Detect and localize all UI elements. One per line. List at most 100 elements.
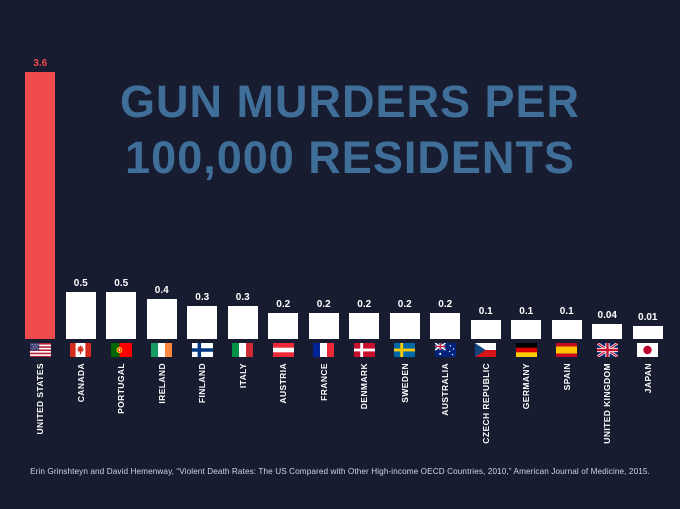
bar-column-spain: 0.1 SPAIN — [547, 54, 588, 444]
bar-stack: 0.04 — [592, 54, 623, 339]
australia-flag-icon — [434, 343, 456, 357]
bar-value-label: 0.1 — [478, 306, 493, 317]
japan-flag-icon — [637, 343, 659, 357]
bar — [227, 306, 258, 339]
bar-column-germany: 0.1 GERMANY — [506, 54, 547, 444]
bar-column-ireland: 0.4 IRELAND — [142, 54, 183, 444]
bar — [511, 320, 542, 339]
bar-stack: 0.01 — [632, 54, 663, 339]
bar — [349, 313, 380, 339]
austria-flag-icon — [272, 343, 294, 357]
bar-value-label: 0.04 — [597, 310, 617, 321]
bar-stack: 0.2 — [430, 54, 461, 339]
bar-stack: 0.1 — [470, 54, 501, 339]
bar-stack: 0.2 — [389, 54, 420, 339]
bar — [551, 320, 582, 339]
country-label: JAPAN — [642, 363, 653, 394]
chart-title-line1: GUN MURDERS PER — [119, 76, 581, 127]
bar — [25, 72, 56, 339]
bar-stack: 0.5 — [65, 54, 96, 339]
chart-title: GUN MURDERS PER 100,000 RESIDENTS — [105, 74, 595, 186]
bar-value-label: 0.1 — [559, 306, 574, 317]
us-flag-icon — [29, 343, 51, 357]
finland-flag-icon — [191, 343, 213, 357]
bar-stack: 0.4 — [146, 54, 177, 339]
country-label: FRANCE — [318, 363, 329, 401]
bar-stack: 0.3 — [227, 54, 258, 339]
germany-flag-icon — [515, 343, 537, 357]
bar-value-label: 0.3 — [195, 292, 210, 303]
bar-column-portugal: 0.5 PORTUGAL — [101, 54, 142, 444]
source-citation: Erin Grinshteyn and David Hemenway, “Vio… — [30, 467, 650, 476]
bar-column-sweden: 0.2 SWEDEN — [385, 54, 426, 444]
country-label: SPAIN — [561, 363, 572, 391]
country-label: CZECH REPUBLIC — [480, 363, 491, 444]
bar-column-japan: 0.01 JAPAN — [628, 54, 669, 444]
country-label: UNITED STATES — [35, 363, 46, 435]
country-label: IRELAND — [156, 363, 167, 404]
canada-flag-icon — [70, 343, 92, 357]
bar-column-uk: 0.04 UNITED KINGDOM — [587, 54, 628, 444]
bar-column-finland: 0.3 FINLAND — [182, 54, 223, 444]
bar-value-label: 0.4 — [154, 285, 169, 296]
bar-stack: 0.2 — [349, 54, 380, 339]
italy-flag-icon — [232, 343, 254, 357]
czech-flag-icon — [475, 343, 497, 357]
bar — [187, 306, 218, 339]
country-label: AUSTRALIA — [440, 363, 451, 416]
country-label: AUSTRIA — [278, 363, 289, 404]
portugal-flag-icon — [110, 343, 132, 357]
bar-chart: 3.6 UNITED STATES 0.5 CANADA 0.5 PORTUGAL 0.4 I… — [20, 54, 668, 444]
country-label: PORTUGAL — [116, 363, 127, 414]
bar — [268, 313, 299, 339]
bar-value-label: 0.5 — [114, 278, 129, 289]
bar — [430, 313, 461, 339]
country-label: DENMARK — [359, 363, 370, 410]
bar-value-label: 0.01 — [638, 312, 658, 323]
bar-column-australia: 0.2 AUSTRALIA — [425, 54, 466, 444]
bar-value-label: 0.1 — [519, 306, 534, 317]
ireland-flag-icon — [151, 343, 173, 357]
bar-column-czech: 0.1 CZECH REPUBLIC — [466, 54, 507, 444]
sweden-flag-icon — [394, 343, 416, 357]
bar-column-italy: 0.3 ITALY — [223, 54, 264, 444]
bar-value-label: 3.6 — [33, 58, 48, 69]
bar — [65, 292, 96, 339]
bar-stack: 0.5 — [106, 54, 137, 339]
bar-value-label: 0.2 — [438, 299, 453, 310]
bar-value-label: 0.2 — [357, 299, 372, 310]
bar-column-austria: 0.2 AUSTRIA — [263, 54, 304, 444]
bar-value-label: 0.2 — [276, 299, 291, 310]
france-flag-icon — [313, 343, 335, 357]
bar — [146, 299, 177, 339]
bar-stack: 0.1 — [551, 54, 582, 339]
country-label: SWEDEN — [399, 363, 410, 403]
denmark-flag-icon — [353, 343, 375, 357]
bar — [632, 326, 663, 339]
bar — [308, 313, 339, 339]
uk-flag-icon — [596, 343, 618, 357]
bar-stack: 0.2 — [308, 54, 339, 339]
country-label: GERMANY — [521, 363, 532, 410]
country-label: UNITED KINGDOM — [602, 363, 613, 444]
bar-stack: 0.1 — [511, 54, 542, 339]
bar — [389, 313, 420, 339]
bar-column-france: 0.2 FRANCE — [304, 54, 345, 444]
bar — [470, 320, 501, 339]
bar-value-label: 0.2 — [397, 299, 412, 310]
bar-value-label: 0.5 — [73, 278, 88, 289]
bar-stack: 3.6 — [25, 54, 56, 339]
bar-column-denmark: 0.2 DENMARK — [344, 54, 385, 444]
bar-stack: 0.2 — [268, 54, 299, 339]
country-label: ITALY — [237, 363, 248, 389]
spain-flag-icon — [556, 343, 578, 357]
bar-column-canada: 0.5 CANADA — [61, 54, 102, 444]
bar — [106, 292, 137, 339]
country-label: CANADA — [75, 363, 86, 403]
chart-title-line2: 100,000 RESIDENTS — [125, 131, 575, 183]
bar — [592, 324, 623, 339]
bar-stack: 0.3 — [187, 54, 218, 339]
country-label: FINLAND — [197, 363, 208, 404]
bar-value-label: 0.2 — [316, 299, 331, 310]
bar-column-us: 3.6 UNITED STATES — [20, 54, 61, 444]
